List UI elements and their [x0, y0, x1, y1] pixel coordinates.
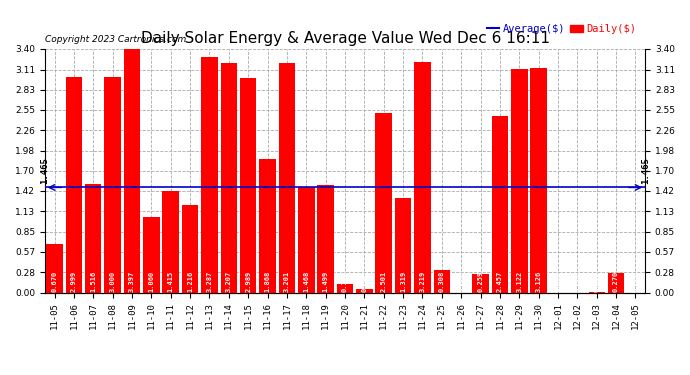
Bar	[608, 273, 624, 292]
Text: 0.000: 0.000	[458, 270, 464, 292]
Text: 0.000: 0.000	[633, 270, 638, 292]
Text: 3.126: 3.126	[535, 270, 542, 292]
Bar	[298, 187, 315, 292]
Bar	[317, 185, 334, 292]
Text: 3.122: 3.122	[516, 270, 522, 292]
Bar	[259, 159, 276, 292]
Bar	[240, 78, 257, 292]
Text: 1.868: 1.868	[264, 270, 270, 292]
Text: 2.989: 2.989	[245, 270, 251, 292]
Text: 1.465: 1.465	[640, 157, 650, 184]
Bar	[124, 49, 140, 292]
Text: 0.259: 0.259	[477, 270, 484, 292]
Text: 3.219: 3.219	[420, 270, 426, 292]
Text: 0.308: 0.308	[439, 270, 445, 292]
Text: 0.009: 0.009	[593, 270, 600, 292]
Text: 3.397: 3.397	[129, 270, 135, 292]
Bar	[531, 68, 547, 292]
Bar	[104, 77, 121, 292]
Text: 3.000: 3.000	[110, 270, 116, 292]
Text: 1.216: 1.216	[187, 270, 193, 292]
Bar	[395, 198, 411, 292]
Text: 1.468: 1.468	[304, 270, 309, 292]
Bar	[337, 285, 353, 292]
Text: 1.499: 1.499	[323, 270, 328, 292]
Title: Daily Solar Energy & Average Value Wed Dec 6 16:11: Daily Solar Energy & Average Value Wed D…	[141, 31, 549, 46]
Text: 2.999: 2.999	[71, 270, 77, 292]
Bar	[511, 69, 528, 292]
Bar	[66, 78, 82, 292]
Text: 0.000: 0.000	[555, 270, 561, 292]
Bar	[492, 116, 508, 292]
Legend: Average($), Daily($): Average($), Daily($)	[482, 20, 640, 38]
Bar	[473, 274, 489, 292]
Bar	[162, 191, 179, 292]
Text: 0.112: 0.112	[342, 270, 348, 292]
Text: 1.465: 1.465	[40, 157, 50, 184]
Text: 0.049: 0.049	[362, 270, 367, 292]
Text: 0.270: 0.270	[613, 270, 619, 292]
Bar	[414, 62, 431, 292]
Text: 3.201: 3.201	[284, 270, 290, 292]
Bar	[201, 57, 217, 292]
Bar	[433, 270, 450, 292]
Bar	[182, 206, 198, 292]
Bar	[221, 63, 237, 292]
Bar	[46, 244, 63, 292]
Bar	[279, 63, 295, 292]
Text: 2.501: 2.501	[381, 270, 386, 292]
Text: 2.457: 2.457	[497, 270, 503, 292]
Text: 1.060: 1.060	[148, 270, 155, 292]
Text: 1.516: 1.516	[90, 270, 97, 292]
Bar	[356, 289, 373, 292]
Text: 3.207: 3.207	[226, 270, 232, 292]
Bar	[143, 216, 159, 292]
Text: 0.670: 0.670	[52, 270, 57, 292]
Text: 3.287: 3.287	[206, 270, 213, 292]
Text: 1.415: 1.415	[168, 270, 174, 292]
Text: 1.319: 1.319	[400, 270, 406, 292]
Bar	[375, 113, 392, 292]
Text: 0.000: 0.000	[574, 270, 580, 292]
Bar	[85, 184, 101, 292]
Text: Copyright 2023 Cartronics.com: Copyright 2023 Cartronics.com	[45, 35, 186, 44]
